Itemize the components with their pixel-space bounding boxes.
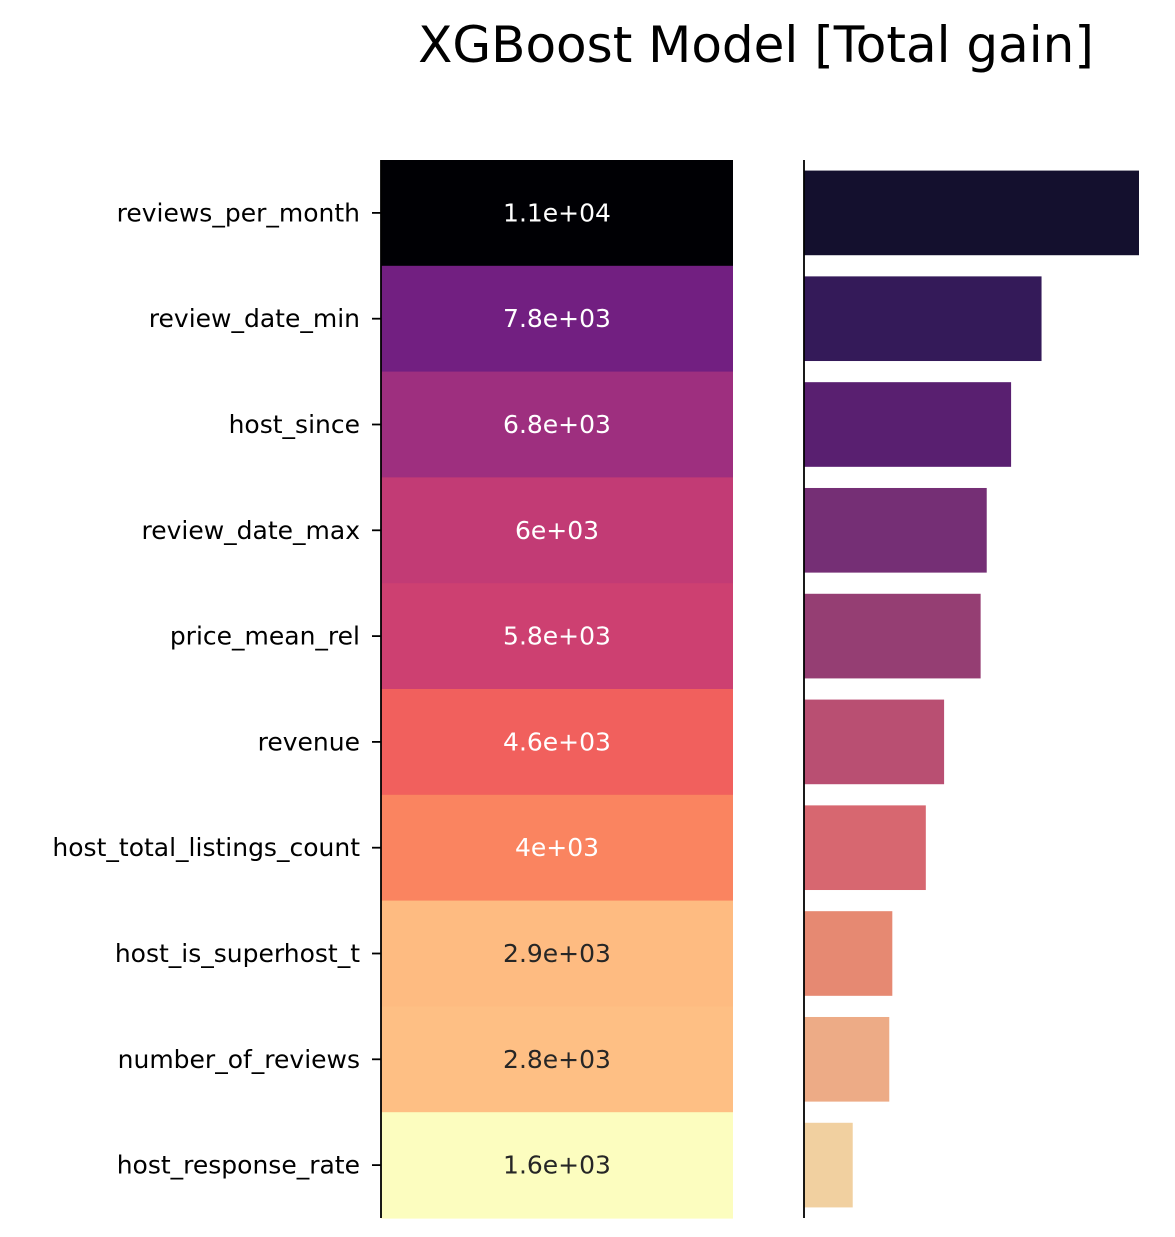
heatmap-cell-label: 2.8e+03 <box>503 1045 611 1074</box>
y-tick-label: number_of_reviews <box>118 1045 360 1074</box>
heatmap-cell-label: 7.8e+03 <box>503 304 611 333</box>
y-tick-label: host_total_listings_count <box>52 833 360 862</box>
heatmap-cell-label: 4.6e+03 <box>503 727 611 756</box>
y-tick-label: reviews_per_month <box>117 198 360 227</box>
heatmap-cell <box>381 160 733 267</box>
heatmap-cell <box>381 1112 733 1219</box>
heatmap-cell <box>381 583 733 690</box>
bar <box>804 911 893 996</box>
heatmap <box>381 160 733 1219</box>
bar <box>804 382 1012 467</box>
y-tick-label: revenue <box>258 727 360 756</box>
bar <box>804 593 981 679</box>
y-tick-label: host_is_superhost_t <box>115 939 360 968</box>
heatmap-cell <box>381 689 733 796</box>
heatmap-cell-label: 1.1e+04 <box>503 198 611 227</box>
heatmap-cell-label: 5.8e+03 <box>503 622 611 651</box>
bar <box>804 487 987 573</box>
heatmap-cell-label: 6.8e+03 <box>503 410 611 439</box>
bar-chart <box>804 170 1139 1208</box>
heatmap-cell <box>381 371 733 478</box>
bar <box>804 276 1042 362</box>
y-axis-tick-labels: reviews_per_month review_date_min host_sin… <box>52 198 360 1179</box>
y-tick-label: price_mean_rel <box>170 622 360 651</box>
y-tick-label: host_since <box>229 410 360 439</box>
bar <box>804 1122 853 1208</box>
heatmap-cell-label: 1.6e+03 <box>503 1151 611 1180</box>
chart-title: XGBoost Model [Total gain] <box>418 16 1094 74</box>
bar <box>804 805 926 891</box>
y-tick-label: review_date_min <box>149 304 360 333</box>
heatmap-cell-label: 6e+03 <box>515 516 599 545</box>
heatmap-cell-label: 4e+03 <box>515 833 599 862</box>
heatmap-cell <box>381 477 733 584</box>
bar <box>804 170 1139 256</box>
y-tick-label: review_date_max <box>141 516 360 545</box>
heatmap-cell <box>381 1006 733 1113</box>
heatmap-cell <box>381 265 733 373</box>
heatmap-cell-label: 2.9e+03 <box>503 939 611 968</box>
heatmap-value-labels: 1.1e+04 7.8e+03 6.8e+03 6e+03 5.8e+03 4.6e+03… <box>503 198 611 1179</box>
bar <box>804 1016 890 1102</box>
y-axis-ticks <box>372 211 381 1166</box>
bar <box>804 699 945 785</box>
y-tick-label: host_response_rate <box>117 1151 360 1180</box>
heatmap-cell <box>381 900 733 1007</box>
heatmap-cell <box>381 794 733 902</box>
